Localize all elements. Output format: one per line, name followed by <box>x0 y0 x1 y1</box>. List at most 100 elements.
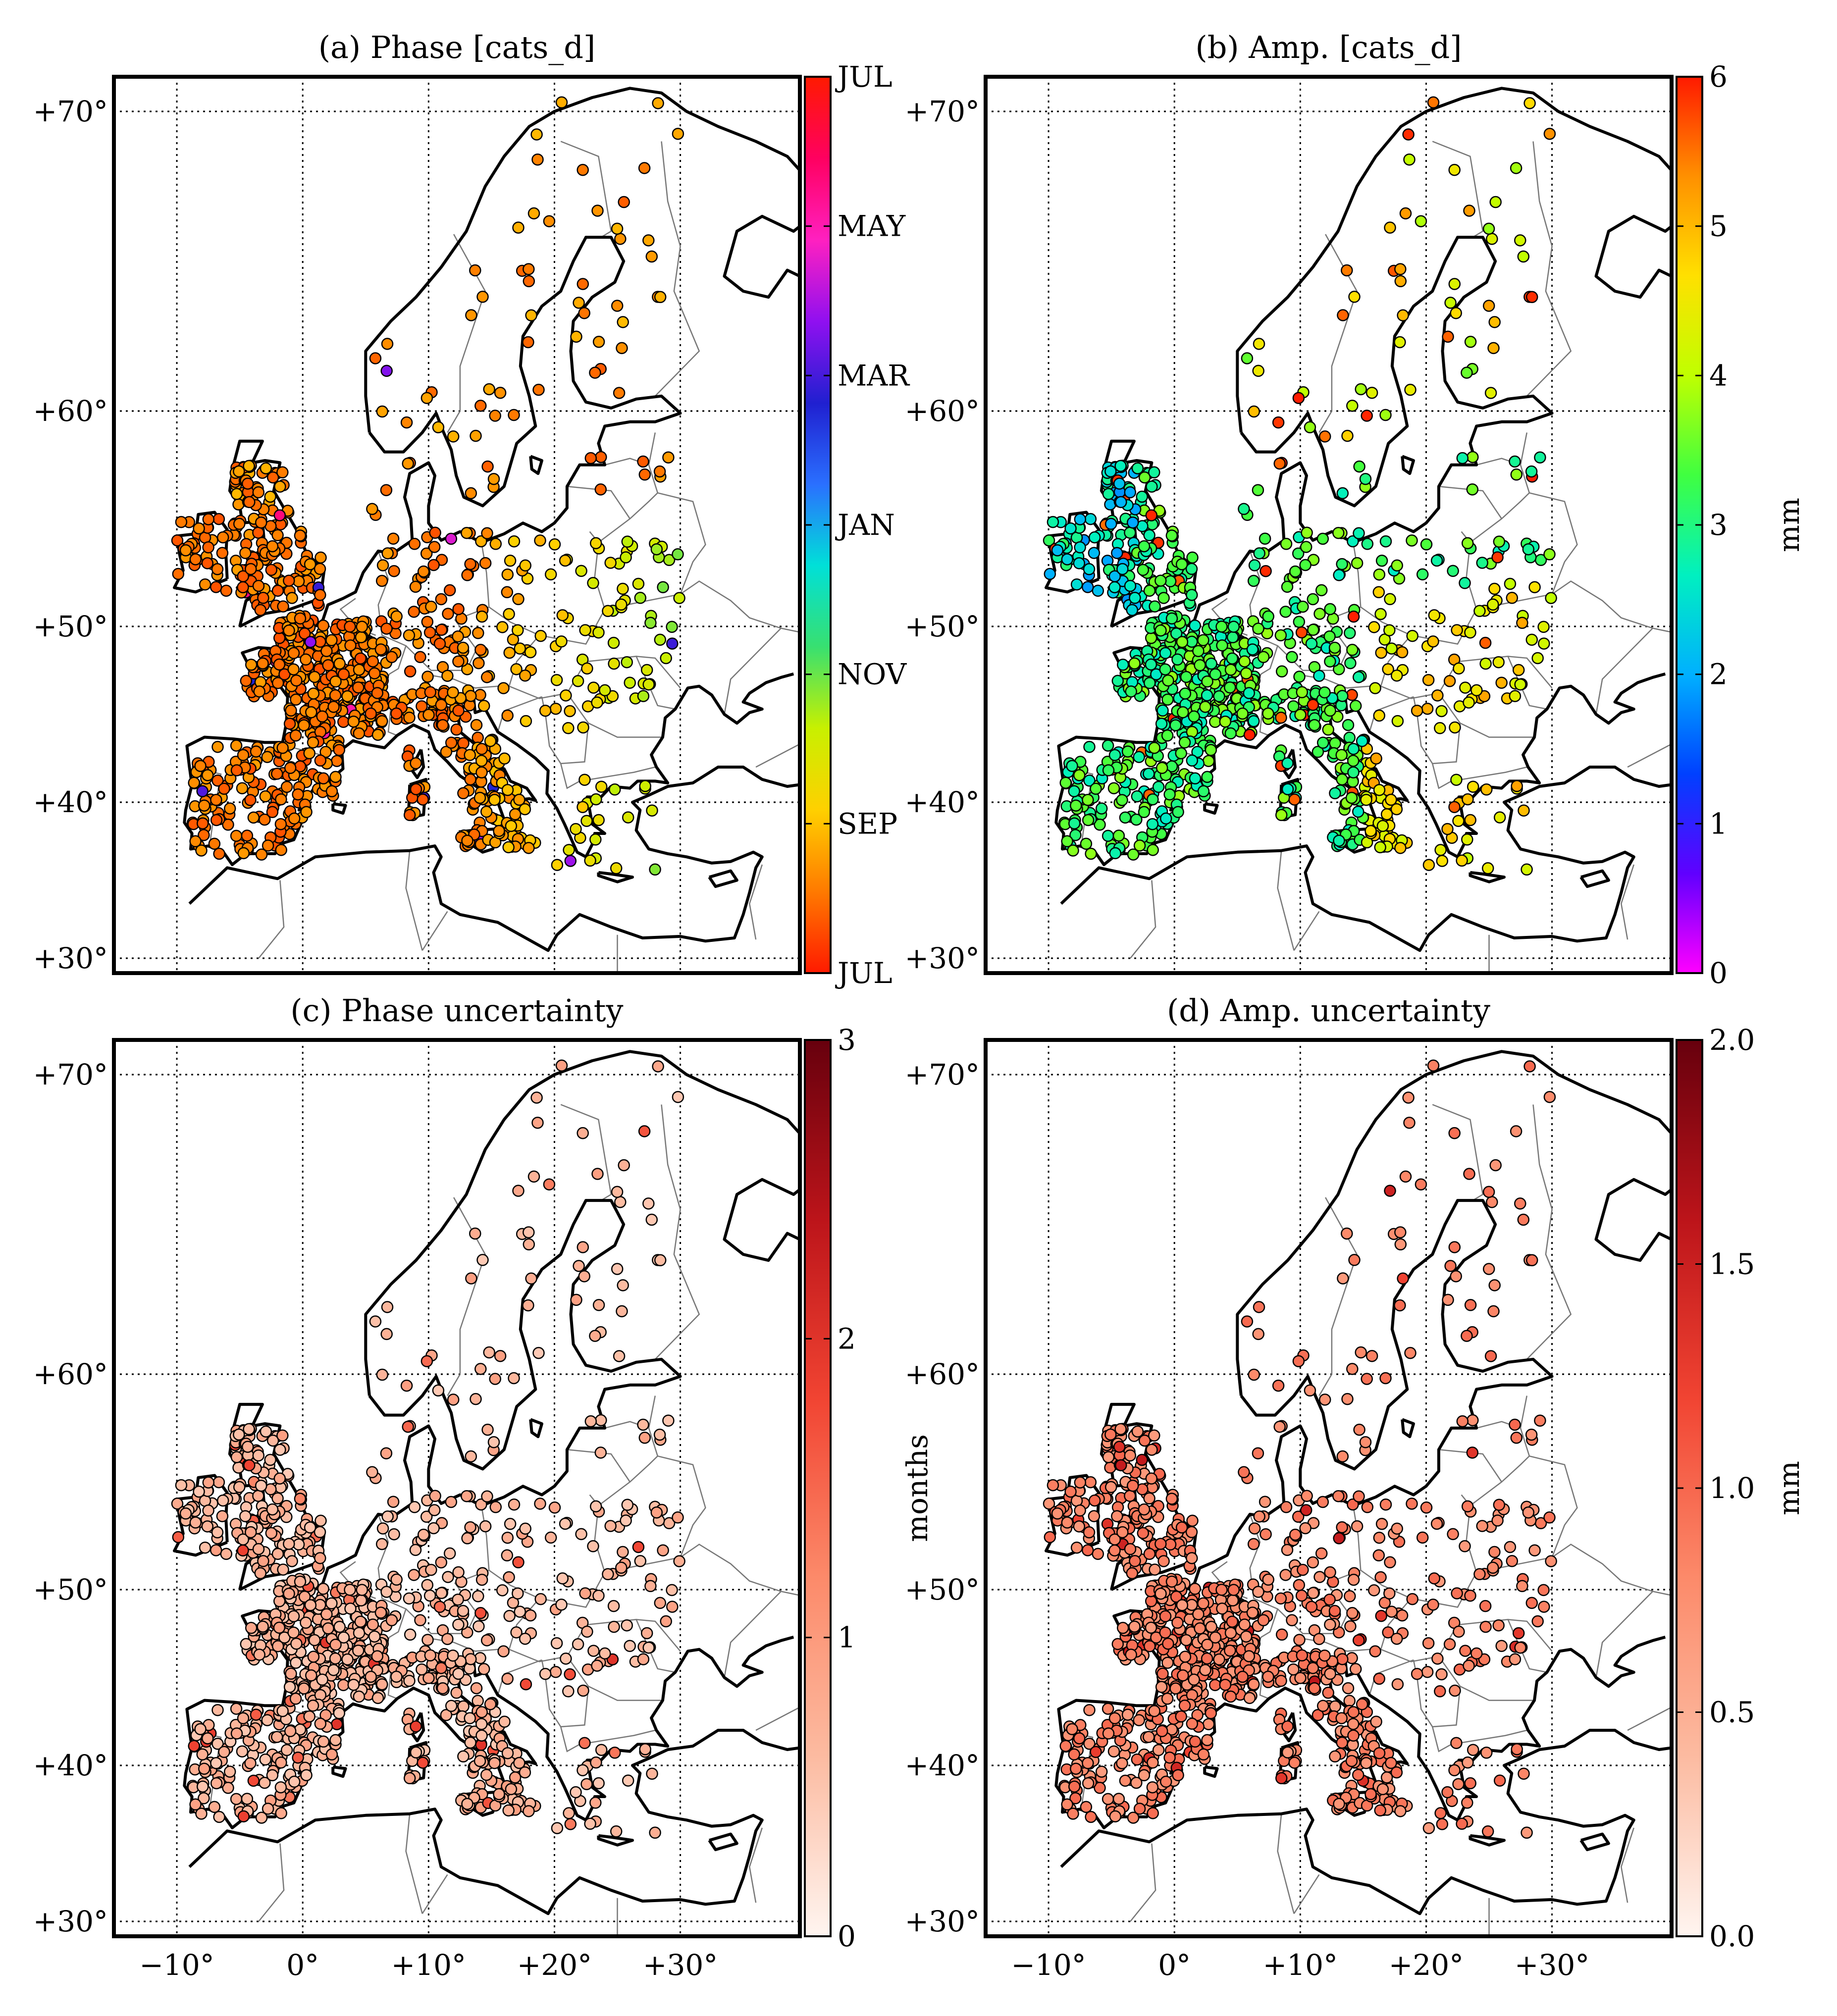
station-marker <box>1125 685 1137 698</box>
station-marker <box>555 635 568 648</box>
station-marker <box>1372 586 1385 599</box>
station-marker <box>1201 771 1213 783</box>
station-marker <box>1308 719 1321 731</box>
station-marker <box>271 1548 284 1560</box>
country-border <box>1627 743 1672 768</box>
station-marker <box>589 366 601 379</box>
station-marker <box>223 802 236 815</box>
station-marker <box>1116 1622 1129 1634</box>
station-marker <box>1137 564 1150 576</box>
station-marker <box>193 1485 205 1498</box>
station-marker <box>1081 581 1094 593</box>
station-marker <box>237 1712 250 1724</box>
station-marker <box>1421 1665 1434 1678</box>
station-marker <box>1355 1346 1367 1359</box>
station-marker <box>381 547 394 560</box>
station-marker <box>599 684 611 697</box>
station-marker <box>475 1573 488 1586</box>
station-marker <box>1111 1638 1124 1651</box>
station-marker <box>1197 785 1210 798</box>
station-marker <box>616 342 628 355</box>
station-marker <box>1336 487 1349 500</box>
station-marker <box>1163 788 1176 801</box>
station-marker <box>1043 1498 1055 1510</box>
station-marker <box>1192 645 1205 657</box>
station-marker <box>188 1740 200 1752</box>
station-marker <box>1449 721 1461 734</box>
station-marker <box>501 1531 514 1544</box>
station-marker <box>388 565 400 577</box>
country-border <box>755 743 800 768</box>
station-marker <box>1516 1580 1528 1593</box>
station-marker <box>423 1589 436 1602</box>
station-marker <box>1396 646 1409 659</box>
station-marker <box>477 1663 490 1675</box>
country-border <box>1438 486 1502 519</box>
station-marker <box>210 581 222 593</box>
station-marker <box>498 1715 511 1728</box>
station-marker <box>1145 509 1158 521</box>
station-marker <box>421 1634 434 1646</box>
station-marker <box>1391 1678 1404 1691</box>
station-marker <box>1133 839 1146 852</box>
colorbar-tick-label: 2.0 <box>1709 1023 1755 1057</box>
station-marker <box>1376 820 1389 832</box>
station-marker <box>283 574 295 587</box>
station-marker <box>264 1453 276 1466</box>
station-marker <box>189 553 202 566</box>
coastline <box>708 1832 738 1852</box>
station-marker <box>1299 559 1312 571</box>
colorbar-tick-label: JUL <box>835 60 892 94</box>
station-marker <box>289 1693 302 1705</box>
station-marker <box>461 1532 473 1545</box>
station-marker <box>189 1798 202 1811</box>
station-marker <box>1344 627 1356 639</box>
station-marker <box>245 659 258 671</box>
station-marker <box>1415 215 1427 227</box>
station-marker <box>287 1626 300 1639</box>
station-marker <box>1348 291 1361 303</box>
station-marker <box>172 568 185 580</box>
station-marker <box>1461 1797 1473 1809</box>
station-marker <box>1092 584 1104 597</box>
station-marker <box>1083 740 1096 753</box>
station-marker <box>1059 776 1072 789</box>
station-marker <box>587 577 599 589</box>
station-marker <box>1403 1116 1416 1129</box>
station-marker <box>1394 1299 1406 1312</box>
station-marker <box>501 783 514 796</box>
station-marker <box>1337 1272 1349 1285</box>
country-border <box>657 1455 706 1558</box>
colorbar-tick-label: 3 <box>838 1023 856 1057</box>
station-marker <box>257 1620 269 1633</box>
station-marker <box>252 1543 265 1555</box>
station-marker <box>287 647 300 660</box>
station-marker <box>617 316 629 328</box>
coastline <box>1401 455 1415 475</box>
station-marker <box>578 307 590 319</box>
map-frame <box>984 1038 1674 1938</box>
station-marker <box>1476 1520 1488 1532</box>
station-marker <box>1186 551 1199 564</box>
station-marker <box>1434 1685 1446 1698</box>
station-marker <box>1353 460 1365 473</box>
station-marker <box>432 1384 445 1397</box>
station-marker <box>1165 529 1178 542</box>
station-marker <box>271 676 284 689</box>
station-marker <box>1307 1662 1319 1674</box>
station-marker <box>409 1544 422 1556</box>
station-marker <box>562 1685 575 1698</box>
station-marker <box>1545 1555 1557 1567</box>
station-marker <box>381 1301 394 1313</box>
station-marker <box>587 681 600 694</box>
station-marker <box>252 579 265 592</box>
station-marker <box>1248 715 1260 727</box>
country-border <box>567 486 630 519</box>
station-marker <box>1464 814 1476 827</box>
station-marker <box>400 416 413 429</box>
station-marker <box>322 1622 334 1635</box>
station-marker <box>1074 513 1087 525</box>
station-marker <box>1375 1518 1388 1530</box>
station-marker <box>520 715 532 727</box>
